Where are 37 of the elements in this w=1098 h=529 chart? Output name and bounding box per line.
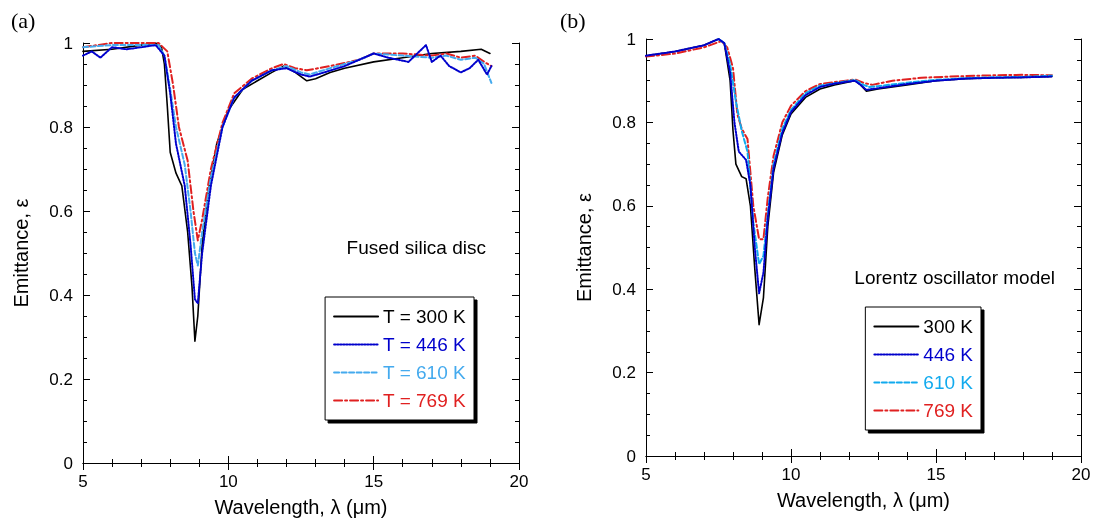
legend-label: T = 446 K (383, 334, 466, 355)
chart-title: (a) (11, 7, 36, 33)
x-tick-label: 10 (781, 465, 801, 484)
y-axis-title: Emittance, ε (573, 192, 595, 302)
y-tick-label: 0.8 (49, 117, 73, 137)
legend-label: T = 610 K (383, 362, 466, 383)
y-tick-label: 0.2 (49, 369, 73, 389)
line-series (645, 40, 1053, 241)
y-tick-label: 0.4 (49, 285, 73, 305)
y-tick-label: 0 (626, 446, 636, 466)
y-tick-label: 0.8 (612, 112, 636, 132)
x-axis-title: Wavelength, λ (μm) (776, 489, 951, 511)
legend-label: T = 769 K (383, 390, 466, 411)
y-tick-label: 0.2 (612, 363, 636, 383)
x-tick-label: 5 (641, 465, 651, 484)
annotation: Fused silica disc (346, 237, 487, 258)
legend-label: 769 K (923, 400, 974, 421)
x-tick-label: 15 (926, 465, 946, 484)
y-tick-label: 1 (626, 29, 636, 49)
x-tick-label: 15 (364, 472, 384, 491)
y-axis-title: Emittance, ε (10, 198, 32, 308)
y-tick-label: 0.6 (49, 201, 73, 221)
y-tick-label: 0.4 (612, 279, 636, 299)
legend-label: 300 K (923, 316, 974, 337)
x-tick-label: 5 (78, 472, 88, 491)
annotation: Lorentz oscillator model (854, 267, 1056, 288)
legend-label: T = 300 K (383, 306, 466, 327)
legend-label: 446 K (923, 344, 974, 365)
y-tick-label: 0 (63, 453, 73, 473)
x-tick-label: 10 (218, 472, 238, 491)
x-tick-label: 20 (509, 472, 529, 491)
chart-title: (b) (560, 7, 586, 33)
legend-label: 610 K (923, 372, 974, 393)
x-tick-label: 20 (1071, 465, 1091, 484)
x-axis-title: Wavelength, λ (μm) (214, 496, 388, 518)
y-tick-label: 1 (63, 33, 73, 53)
y-tick-label: 0.6 (612, 196, 636, 216)
